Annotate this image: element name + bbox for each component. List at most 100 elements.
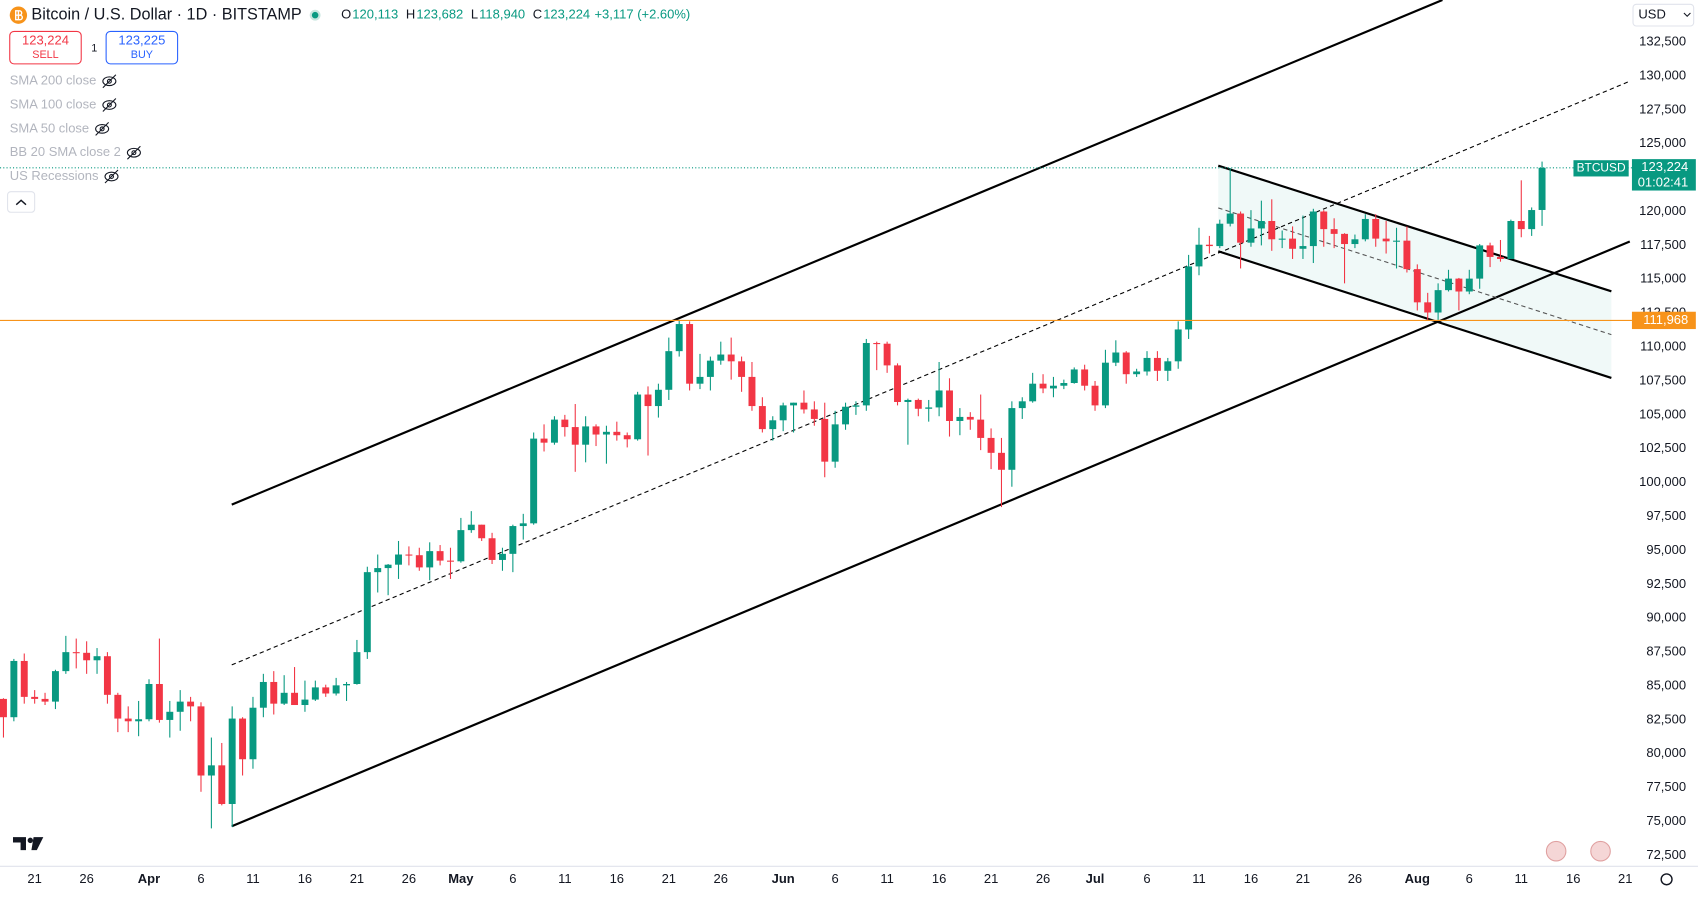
visibility-icon[interactable] [131,150,137,156]
candle-body [831,424,839,462]
x-tick-label: 6 [197,871,204,886]
candle-body [103,656,111,695]
candle-body [1361,218,1369,240]
visibility-icon[interactable] [95,123,110,134]
visibility-icon[interactable] [102,74,117,89]
candle-body [582,426,590,445]
candle-body [675,324,683,352]
candle-body [228,718,236,804]
candle-body [83,652,91,661]
event-icon[interactable] [1545,840,1567,862]
candle-body [1122,352,1130,375]
candle-body [1268,220,1276,240]
indicator-label[interactable]: SMA 50 close [10,120,89,135]
ohlc-value: 123,682 [416,7,463,22]
visibility-icon[interactable] [102,100,117,110]
indicator-label[interactable]: SMA 100 close [10,96,97,111]
x-tick-label: 26 [79,871,93,886]
candle-body [1507,220,1515,259]
x-tick-label: 6 [1466,871,1473,886]
candle-body [1299,246,1307,249]
trend-line [231,80,1630,666]
candle-body [1538,167,1546,210]
candle-body [998,452,1005,470]
candle-body [301,699,309,706]
candle-body [561,419,569,428]
sell-label[interactable]: SELL [32,49,58,61]
indicator-label[interactable]: US Recessions [10,168,99,183]
x-tick-label: 11 [880,871,893,886]
y-tick-label: 125,000 [1639,135,1686,150]
y-tick-label: 77,500 [1646,779,1686,794]
last-price-tag [1631,159,1696,191]
sell-button[interactable] [9,30,82,65]
trend-line [1217,250,1612,379]
candle-body [1497,256,1504,259]
candle-body [727,354,735,362]
currency-caret[interactable] [1683,12,1691,18]
indicator-label[interactable]: BB 20 SMA close 2 [10,144,121,159]
x-tick-label: 21 [350,871,364,886]
change: +3,117 (+2.60%) [594,7,690,22]
x-tick-label: Apr [138,871,160,886]
collapse-icon[interactable] [15,199,27,206]
candle-body [571,427,579,445]
candle-body [509,526,517,554]
x-tick-label: 21 [1618,871,1632,886]
symbol-tag-label: BTCUSD [1577,160,1626,174]
currency-button[interactable] [1632,3,1695,27]
price-line-tag [1631,311,1696,330]
currency[interactable]: USD [1638,7,1665,22]
visibility-icon[interactable] [126,147,141,158]
x-tick-label: 6 [832,871,839,886]
candle-body [1289,238,1297,249]
candle-body [696,376,704,384]
candle-body [1174,329,1182,362]
ohlc-key: O [341,7,351,22]
visibility-icon[interactable] [106,78,112,84]
visibility-icon[interactable] [104,169,119,184]
candle-body [1309,211,1317,247]
candle-body [904,399,912,402]
candle-body [457,530,465,562]
candle-body [1091,385,1099,406]
y-tick-label: 90,000 [1646,610,1686,625]
y-tick-label: 107,500 [1639,372,1686,387]
visibility-icon[interactable] [109,174,114,180]
candle-body [311,687,319,700]
candle-body [623,435,631,440]
candle-body [842,406,849,425]
buy-label[interactable]: BUY [131,49,153,61]
trend-line [231,0,1443,506]
candle-body [1413,269,1421,303]
visibility-icon[interactable] [106,102,112,108]
last-price-label: 123,224 [1641,159,1688,174]
buy-button[interactable] [105,30,179,65]
candle-body [187,701,195,707]
quantity[interactable]: 1 [91,43,97,55]
candle-body [613,431,621,436]
indicator-label[interactable]: SMA 200 close [10,73,97,88]
candle-body [1455,278,1463,292]
visibility-icon[interactable] [102,98,117,112]
visibility-icon[interactable] [95,121,110,136]
event-icon[interactable] [1590,840,1611,862]
candle-body [946,390,953,421]
settings-icon[interactable] [1660,873,1673,886]
candle-body [966,416,974,420]
candle-body [1153,357,1161,371]
candle-body [1081,369,1089,386]
candle-body [1382,238,1390,242]
visibility-icon[interactable] [99,126,105,132]
visibility-icon[interactable] [127,145,141,160]
collapse-button[interactable] [7,191,36,213]
visibility-icon[interactable] [104,171,119,182]
candle-body [738,361,746,377]
visibility-icon[interactable] [102,76,117,87]
x-tick-label: 16 [1566,871,1580,886]
buy-price[interactable]: 123,225 [118,33,165,48]
sell-price[interactable]: 123,224 [22,33,69,48]
candle-body [519,523,527,527]
x-tick-label: 16 [932,871,946,886]
